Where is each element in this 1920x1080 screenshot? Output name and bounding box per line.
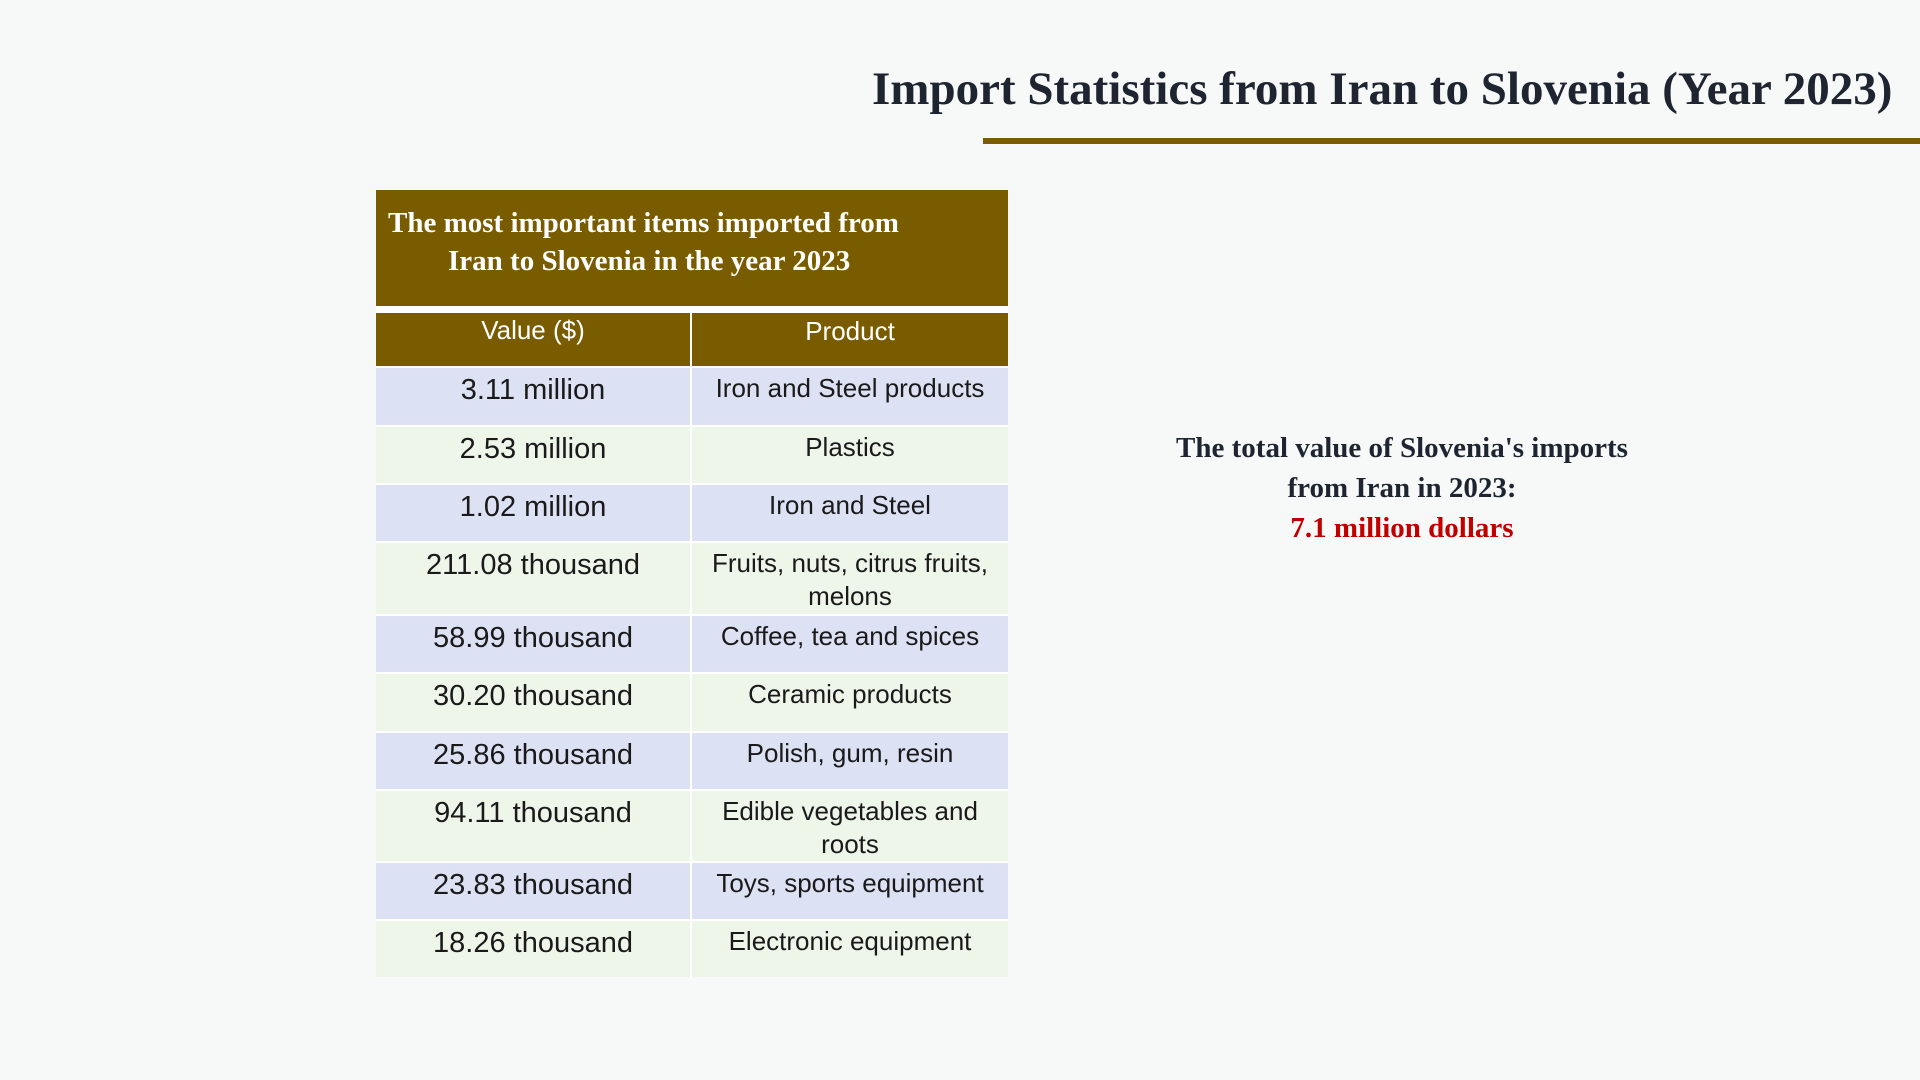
product-cell: Ceramic products — [748, 679, 952, 709]
value-cell: 58.99 thousand — [376, 616, 692, 672]
product-cell: Toys, sports equipment — [716, 868, 984, 898]
imports-table: The most important items imported from I… — [376, 190, 1008, 977]
table-row: 30.20 thousand Ceramic products — [376, 672, 1008, 731]
table-row: 1.02 million Iron and Steel — [376, 483, 1008, 541]
value-cell: 30.20 thousand — [376, 674, 692, 731]
table-caption-line2: Iran to Slovenia in the year 2023 — [448, 245, 851, 277]
product-cell: Polish, gum, resin — [746, 738, 954, 768]
title-underline — [983, 138, 1920, 144]
table-row: 58.99 thousand Coffee, tea and spices — [376, 614, 1008, 672]
product-cell: Iron and Steel products — [715, 373, 985, 403]
value-cell: 211.08 thousand — [376, 543, 692, 614]
value-cell: 1.02 million — [376, 485, 692, 541]
value-cell: 3.11 million — [376, 368, 692, 425]
table-row: 211.08 thousand Fruits, nuts, citrus frui… — [376, 541, 1008, 614]
product-cell: Iron and Steel — [769, 490, 931, 520]
value-cell: 94.11 thousand — [376, 791, 692, 861]
table-row: 94.11 thousand Edible vegetables and root… — [376, 789, 1008, 861]
table-row: 3.11 million Iron and Steel products — [376, 366, 1008, 425]
value-cell: 23.83 thousand — [376, 863, 692, 919]
column-header-product: Product — [805, 316, 895, 346]
product-cell: Coffee, tea and spices — [720, 621, 980, 651]
table-row: 2.53 million Plastics — [376, 425, 1008, 483]
table-caption: The most important items imported from I… — [376, 190, 1008, 306]
table-caption-line1: The most important items imported from — [388, 207, 899, 239]
summary-line1: The total value of Slovenia's imports — [1176, 432, 1628, 464]
value-cell: 18.26 thousand — [376, 921, 692, 977]
total-summary: The total value of Slovenia's imports fr… — [1102, 428, 1702, 548]
value-cell: 2.53 million — [376, 427, 692, 483]
summary-line2: from Iran in 2023: — [1287, 472, 1517, 504]
product-cell: Plastics — [805, 432, 895, 462]
table-row: 18.26 thousand Electronic equipment — [376, 919, 1008, 977]
column-header-value: Value ($) — [376, 313, 692, 366]
table-header-row: Value ($) Product — [376, 306, 1008, 366]
table-row: 23.83 thousand Toys, sports equipment — [376, 861, 1008, 919]
product-cell: Edible vegetables and roots — [722, 796, 978, 859]
page-title: Import Statistics from Iran to Slovenia … — [872, 63, 1893, 115]
value-cell: 25.86 thousand — [376, 733, 692, 789]
summary-total: 7.1 million dollars — [1290, 512, 1514, 544]
table-row: 25.86 thousand Polish, gum, resin — [376, 731, 1008, 789]
product-cell: Electronic equipment — [728, 926, 972, 956]
product-cell: Fruits, nuts, citrus fruits, melons — [712, 548, 988, 611]
